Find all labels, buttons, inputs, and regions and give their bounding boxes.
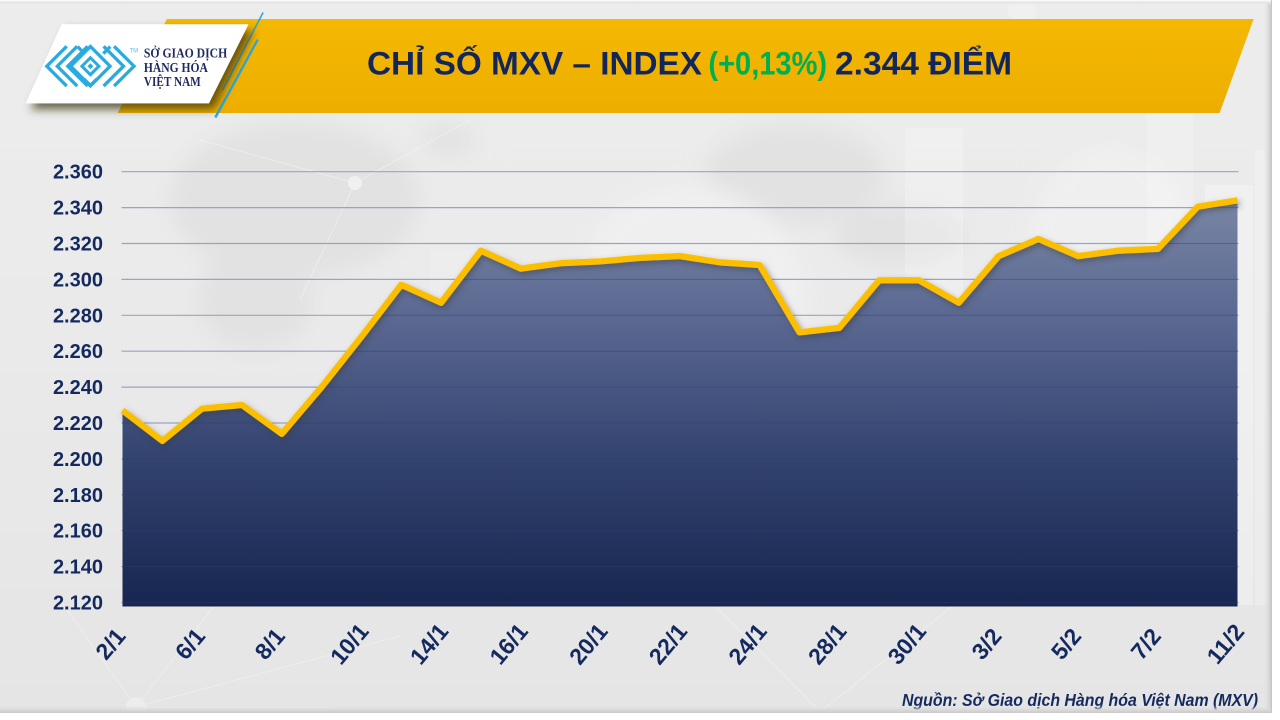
svg-text:2.260: 2.260 [53, 341, 103, 363]
svg-text:VIỆT NAM: VIỆT NAM [144, 73, 201, 90]
svg-text:2.320: 2.320 [53, 234, 103, 256]
svg-text:2.160: 2.160 [53, 521, 103, 543]
svg-text:2.340: 2.340 [53, 198, 103, 220]
svg-text:2.280: 2.280 [53, 305, 103, 327]
svg-text:2.120: 2.120 [53, 593, 103, 615]
svg-text:2.220: 2.220 [53, 413, 103, 435]
svg-text:2.300: 2.300 [53, 269, 103, 291]
svg-text:2.344 ĐIỂM: 2.344 ĐIỂM [835, 45, 1012, 82]
svg-text:2.200: 2.200 [53, 449, 103, 471]
svg-text:2.360: 2.360 [53, 162, 103, 184]
svg-text:2.140: 2.140 [53, 557, 103, 579]
svg-text:CHỈ SỐ MXV – INDEX: CHỈ SỐ MXV – INDEX [367, 44, 702, 82]
svg-text:HÀNG HÓA: HÀNG HÓA [144, 59, 209, 76]
svg-text:TM: TM [130, 49, 139, 55]
svg-text:2.180: 2.180 [53, 485, 103, 507]
svg-text:(+0,13%): (+0,13%) [708, 46, 827, 82]
svg-text:SỞ GIAO DỊCH: SỞ GIAO DỊCH [144, 45, 227, 62]
svg-text:2.240: 2.240 [53, 377, 103, 399]
